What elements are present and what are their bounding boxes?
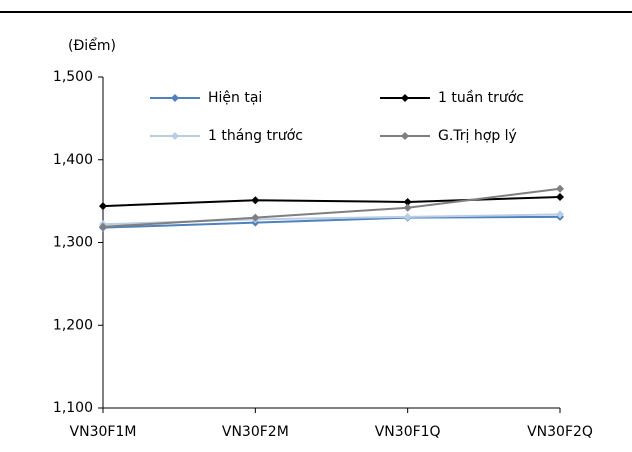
point [556,184,564,193]
x-tick-label: VN30F1Q [375,424,441,440]
point [556,192,564,201]
x-tick-label: VN30F2Q [527,424,593,440]
point [403,197,412,206]
legend-marker [171,94,179,102]
x-tick-label: VN30F2M [222,424,289,440]
point [251,196,260,205]
legend-marker [401,132,409,140]
x-tick-label: VN30F1M [70,424,137,440]
legend-marker [171,132,179,140]
legend-marker [401,94,409,102]
point [99,222,107,231]
y-tick-label: 1,500 [53,69,93,85]
point [99,202,107,211]
legend-label: 1 tuần trước [438,90,524,106]
legend-label: G.Trị hợp lý [438,128,517,144]
series-line [102,215,561,229]
point [403,203,412,212]
series-line [102,187,561,228]
point [556,210,564,219]
y-tick-label: 1,400 [53,152,93,168]
y-tick-label: 1,300 [53,235,93,251]
y-tick-label: 1,200 [53,317,93,333]
point [251,213,260,222]
y-tick-label: 1,100 [53,400,93,416]
legend-label: 1 tháng trước [208,128,303,144]
point [403,212,412,221]
legend-label: Hiện tại [208,90,262,106]
y-unit-label: (Điểm) [68,37,116,54]
series-line [102,195,561,208]
